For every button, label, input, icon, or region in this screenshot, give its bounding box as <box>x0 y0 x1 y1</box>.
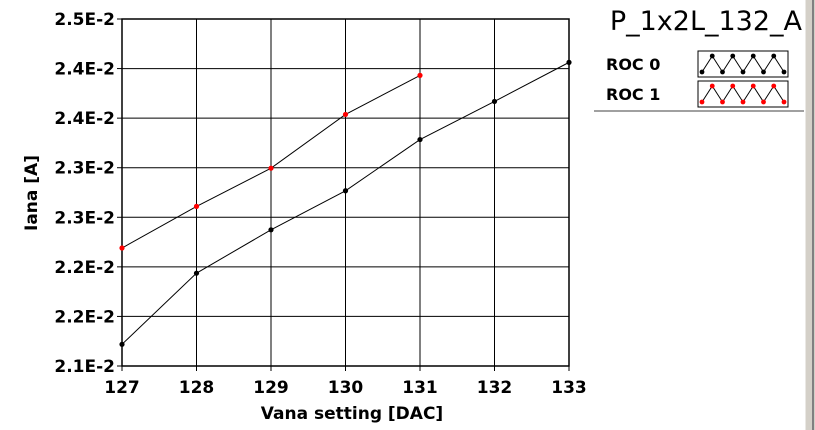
legend-marker-0 <box>730 53 736 59</box>
data-point-1 <box>342 111 349 118</box>
data-point-1 <box>193 203 200 209</box>
data-point-0 <box>119 341 125 347</box>
data-point-1 <box>417 72 423 78</box>
x-tick-label: 133 <box>551 378 587 398</box>
legend-marker-1 <box>730 83 736 89</box>
legend-label-1: ROC 1 <box>606 85 660 104</box>
x-tick-label: 132 <box>477 378 513 398</box>
legend-marker-0 <box>740 69 746 75</box>
x-axis: 127 128 129 130 131 132 133 <box>104 366 587 398</box>
y-tick-label: 2.4E-2 <box>54 60 115 80</box>
series-group <box>119 59 572 347</box>
data-point-1 <box>268 165 274 171</box>
y-axis-title: Iana [A] <box>22 155 42 231</box>
window-frame-edge <box>805 0 815 430</box>
x-axis-title: Vana setting [DAC] <box>261 404 443 424</box>
y-tick-label: 2.5E-2 <box>54 10 115 30</box>
legend-marker-0 <box>750 53 756 59</box>
legend-marker-0 <box>771 53 777 59</box>
legend-marker-1 <box>699 99 705 105</box>
data-point-0 <box>342 188 349 194</box>
data-point-0 <box>268 227 274 233</box>
y-axis: 2.1E-2 2.2E-2 2.2E-2 2.3E-2 2.3E-2 2.4E-2 2.4E… <box>54 10 122 377</box>
x-tick-label: 130 <box>328 378 364 398</box>
legend-label-0: ROC 0 <box>606 55 660 74</box>
y-tick-label: 2.4E-2 <box>54 109 115 129</box>
legend-marker-0 <box>720 69 725 75</box>
legend: ROC 0 ROC 1 <box>594 50 804 112</box>
legend-marker-0 <box>699 69 705 75</box>
y-tick-label: 2.1E-2 <box>54 357 115 377</box>
x-tick-label: 127 <box>104 378 140 398</box>
y-tick-label: 2.3E-2 <box>54 208 115 228</box>
data-point-0 <box>566 59 572 65</box>
chart-title: P_1x2L_132_A <box>610 6 803 37</box>
legend-marker-1 <box>740 99 746 105</box>
legend-marker-1 <box>781 99 787 105</box>
legend-marker-1 <box>761 99 766 105</box>
legend-marker-0 <box>781 69 787 75</box>
x-tick-label: 129 <box>253 378 289 398</box>
y-tick-label: 2.2E-2 <box>54 307 115 327</box>
legend-marker-1 <box>709 83 715 89</box>
data-point-0 <box>417 136 423 143</box>
data-point-0 <box>491 98 498 105</box>
legend-marker-0 <box>761 69 766 75</box>
x-tick-label: 128 <box>179 378 215 398</box>
y-tick-label: 2.2E-2 <box>54 258 115 278</box>
legend-marker-1 <box>720 99 725 105</box>
legend-marker-1 <box>750 83 756 89</box>
x-tick-label: 131 <box>402 378 438 398</box>
data-point-0 <box>193 270 200 276</box>
legend-marker-1 <box>771 83 777 89</box>
legend-marker-0 <box>709 53 715 59</box>
y-tick-label: 2.3E-2 <box>54 159 115 179</box>
data-point-1 <box>119 245 125 251</box>
